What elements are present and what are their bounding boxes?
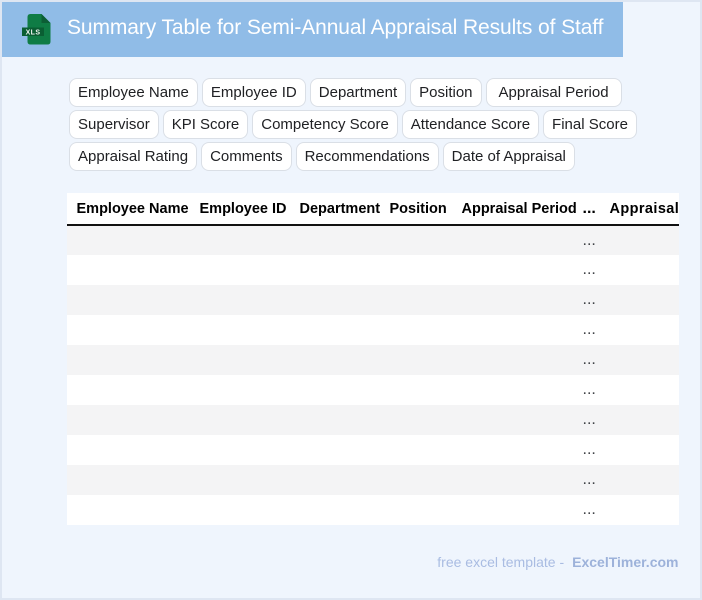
svg-text:XLS: XLS <box>25 29 40 36</box>
